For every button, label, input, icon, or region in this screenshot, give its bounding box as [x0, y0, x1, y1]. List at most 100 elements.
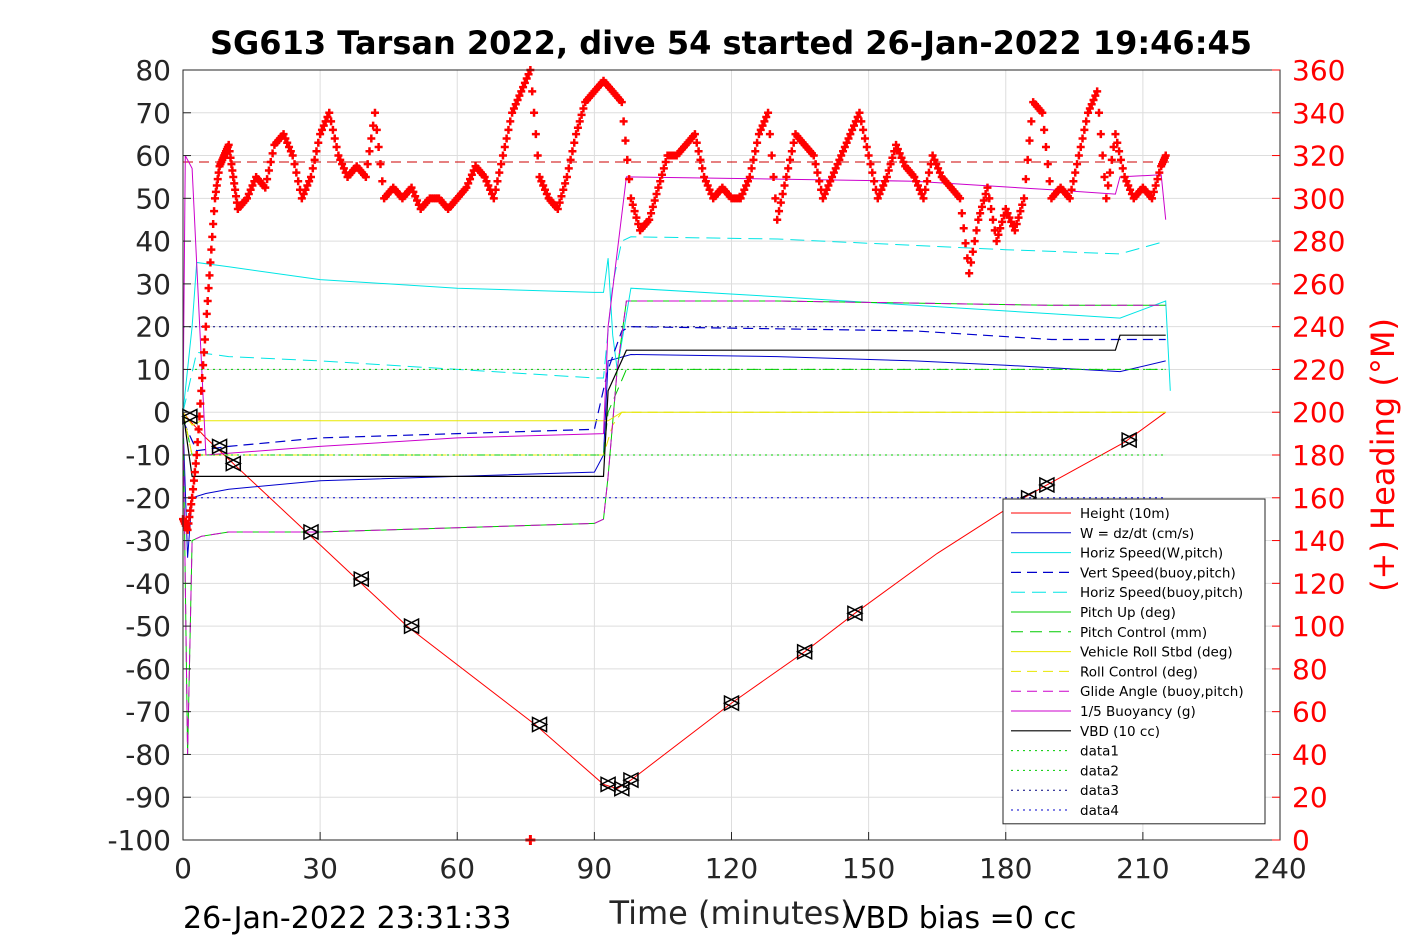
y-tick-label: -70 — [125, 696, 171, 729]
heading-point — [553, 205, 562, 214]
heading-point — [328, 125, 337, 134]
heading-point — [294, 177, 303, 186]
heading-point — [261, 183, 270, 192]
heading-point — [842, 138, 851, 147]
heading-point — [568, 147, 577, 156]
heading-point — [886, 160, 895, 169]
heading-point — [197, 386, 206, 395]
legend-label: W = dz/dt (cm/s) — [1080, 526, 1194, 542]
right-y-tick-label: 120 — [1292, 567, 1345, 600]
heading-point — [466, 175, 475, 184]
y-tick-label: -90 — [125, 781, 171, 814]
heading-point — [497, 160, 506, 169]
heading-point — [467, 170, 476, 179]
heading-point — [762, 113, 771, 122]
heading-point — [859, 125, 868, 134]
heading-point — [696, 155, 705, 164]
heading-point — [332, 143, 341, 151]
heading-point — [480, 172, 489, 181]
legend-label: Vert Speed(buoy,pitch) — [1080, 565, 1236, 581]
heading-point — [822, 185, 831, 194]
heading-point — [961, 239, 970, 248]
heading-point — [921, 185, 930, 194]
heading-point — [1027, 117, 1036, 126]
heading-point — [210, 207, 219, 216]
heading-point — [758, 121, 767, 130]
heading-point — [1018, 200, 1027, 209]
heading-point — [829, 168, 838, 177]
heading-point — [363, 160, 372, 169]
heading-point — [1043, 160, 1052, 169]
heading-point — [1016, 207, 1025, 216]
heading-point — [1118, 164, 1127, 173]
heading-point — [531, 130, 540, 139]
heading-point — [542, 190, 551, 199]
heading-point — [848, 125, 857, 134]
heading-point — [873, 194, 882, 203]
heading-point — [1025, 136, 1034, 145]
heading-layer — [179, 66, 1170, 845]
heading-point — [787, 147, 796, 156]
heading-point — [1091, 91, 1100, 100]
right-y-tick-label: 100 — [1292, 610, 1345, 643]
heading-point — [566, 155, 575, 164]
heading-point — [1148, 194, 1157, 203]
heading-point — [700, 172, 709, 181]
marker-triangle-right — [353, 570, 370, 588]
heading-point — [769, 172, 778, 181]
heading-point — [1161, 151, 1170, 160]
heading-point — [208, 232, 217, 241]
heading-point — [409, 187, 418, 196]
heading-point — [742, 181, 751, 190]
heading-point — [535, 172, 544, 181]
heading-point — [1023, 155, 1032, 164]
marker-triangle-right — [531, 716, 549, 733]
heading-point — [751, 147, 760, 156]
right-y-tick-label: 160 — [1292, 482, 1345, 515]
x-tick-label: 90 — [577, 852, 613, 885]
heading-point — [378, 177, 387, 186]
heading-point — [1116, 155, 1125, 164]
heading-point — [743, 177, 752, 186]
heading-point — [1126, 185, 1135, 194]
heading-point — [264, 166, 273, 175]
heading-point — [577, 110, 586, 119]
heading-point — [882, 172, 891, 181]
y-tick-label: -50 — [125, 610, 171, 643]
heading-point — [285, 143, 294, 151]
x-tick-label: 180 — [979, 852, 1032, 885]
heading-point — [506, 117, 515, 126]
heading-point — [824, 181, 833, 190]
heading-point — [930, 155, 939, 164]
heading-point — [977, 202, 986, 211]
heading-point — [778, 190, 787, 199]
heading-point — [200, 348, 209, 357]
heading-point — [374, 143, 383, 151]
heading-point — [1010, 226, 1019, 235]
heading-point — [771, 194, 780, 203]
heading-point — [782, 172, 791, 181]
series-line-horiz-speed-w-pitch — [182, 258, 1171, 413]
y-tick-label: -80 — [125, 738, 171, 771]
heading-point — [789, 138, 798, 147]
heading-point — [489, 194, 498, 203]
heading-point — [988, 215, 997, 224]
heading-point — [754, 130, 763, 139]
heading-point — [330, 134, 339, 143]
chart-title: SG613 Tarsan 2022, dive 54 started 26-Ja… — [210, 24, 1252, 62]
heading-point — [1096, 130, 1105, 139]
heading-point — [831, 164, 840, 173]
heading-point — [1007, 217, 1016, 226]
heading-point — [413, 196, 422, 205]
heading-point — [1120, 172, 1129, 181]
heading-point — [1094, 108, 1103, 117]
marker-triangle-right — [796, 643, 814, 660]
heading-point — [935, 168, 944, 177]
legend-label: data4 — [1080, 803, 1119, 819]
heading-point — [263, 175, 272, 184]
heading-point — [1104, 181, 1113, 190]
heading-point — [923, 177, 932, 186]
heading-point — [1151, 181, 1160, 190]
x-tick-label: 30 — [302, 852, 338, 885]
heading-point — [299, 190, 308, 199]
